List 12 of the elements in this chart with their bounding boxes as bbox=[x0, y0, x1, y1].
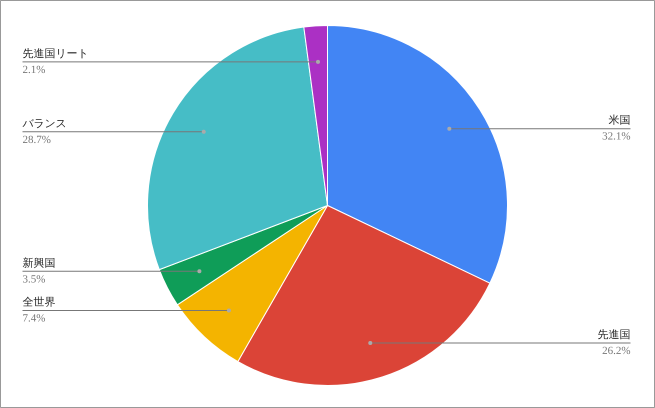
data-label: 26.2% bbox=[602, 345, 631, 357]
data-label: 7.4% bbox=[22, 312, 46, 324]
slice-label: 米国 bbox=[608, 114, 630, 127]
data-label: 28.7% bbox=[22, 134, 51, 146]
slice-label: 新興国 bbox=[22, 256, 56, 270]
slice-label: 先進国リート bbox=[22, 46, 88, 60]
slice-label: 先進国 bbox=[598, 328, 630, 341]
data-label: 3.5% bbox=[22, 273, 46, 286]
data-label: 32.1% bbox=[602, 130, 631, 143]
data-label: 2.1% bbox=[22, 64, 46, 76]
slice-label: 全世界 bbox=[22, 295, 56, 308]
slice-label: バランス bbox=[22, 118, 66, 130]
